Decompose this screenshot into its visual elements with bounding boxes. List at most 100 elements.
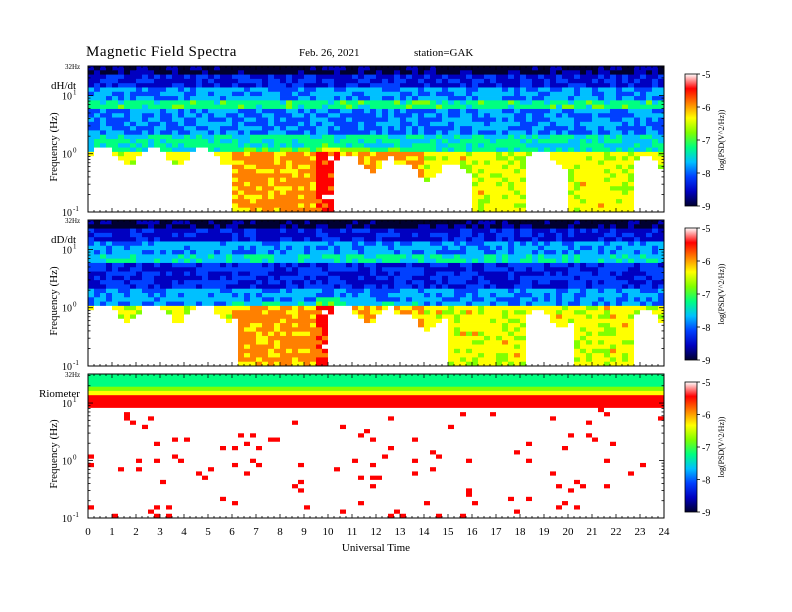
heatmap-cell <box>292 108 299 114</box>
heatmap-cell <box>646 66 653 71</box>
heatmap-cell <box>520 139 527 144</box>
heatmap-cell <box>124 199 131 204</box>
heatmap-cell <box>178 271 185 277</box>
heatmap-cell <box>646 108 653 114</box>
heatmap-cell <box>316 194 323 200</box>
heatmap-cell <box>580 100 587 106</box>
heatmap-cell <box>280 232 287 238</box>
heatmap-cell <box>148 91 155 97</box>
heatmap-cell <box>598 177 605 183</box>
heatmap-cell <box>130 70 137 75</box>
heatmap-cell <box>244 254 251 260</box>
heatmap-cell <box>220 96 227 101</box>
heatmap-cell <box>286 143 293 148</box>
heatmap-cell <box>646 113 653 118</box>
heatmap-cell <box>298 241 305 247</box>
heatmap-cell <box>316 297 323 302</box>
heatmap-cell <box>328 305 335 311</box>
heatmap-cell <box>214 194 221 200</box>
heatmap-cell <box>208 348 215 354</box>
heatmap-cell <box>310 100 317 106</box>
heatmap-cell <box>148 74 155 80</box>
heatmap-cell <box>226 353 233 358</box>
heatmap-cell <box>502 113 509 118</box>
heatmap-cell <box>484 151 491 157</box>
heatmap-cell <box>448 130 455 136</box>
heatmap-cell <box>124 113 131 118</box>
heatmap-cell <box>118 335 125 341</box>
heatmap-cell <box>184 314 191 320</box>
heatmap-cell <box>436 83 443 88</box>
heatmap-cell <box>244 100 251 106</box>
heatmap-cell <box>640 207 647 213</box>
heatmap-cell <box>412 74 419 80</box>
heatmap-cell <box>640 126 647 131</box>
heatmap-cell <box>274 327 281 333</box>
heatmap-cell <box>322 250 329 255</box>
heatmap-cell <box>340 250 347 255</box>
heatmap-cell <box>118 126 125 131</box>
heatmap-cell <box>622 83 629 88</box>
heatmap-cell <box>328 66 335 71</box>
heatmap-cell <box>430 91 437 97</box>
heatmap-cell <box>634 108 641 114</box>
heatmap-cell <box>370 207 377 213</box>
heatmap-cell <box>526 181 533 187</box>
heatmap-cell <box>160 245 167 251</box>
heatmap-cell <box>340 344 347 350</box>
heatmap-cell <box>466 100 473 106</box>
heatmap-cell <box>274 361 281 367</box>
heatmap-cell <box>106 190 113 196</box>
heatmap-cell <box>490 190 497 196</box>
heatmap-cell <box>388 104 395 110</box>
heatmap-cell <box>148 199 155 204</box>
heatmap-cell <box>244 262 251 268</box>
heatmap-cell <box>628 181 635 187</box>
heatmap-cell <box>100 284 107 290</box>
heatmap-cell <box>268 228 275 234</box>
heatmap-cell <box>448 147 455 153</box>
heatmap-cell <box>616 181 623 187</box>
heatmap-cell <box>262 340 269 345</box>
heatmap-cell <box>610 74 617 80</box>
heatmap-cell <box>376 186 383 191</box>
heatmap-cell <box>334 100 341 106</box>
heatmap-cell <box>406 70 413 75</box>
heatmap-cell <box>238 181 245 187</box>
heatmap-cell <box>202 262 209 268</box>
heatmap-cell <box>634 66 641 71</box>
heatmap-cell <box>304 117 311 123</box>
heatmap-cell <box>556 126 563 131</box>
heatmap-cell <box>616 139 623 144</box>
heatmap-cell <box>334 250 341 255</box>
colorbar-tick-label: -6 <box>702 103 710 114</box>
heatmap-cell <box>622 100 629 106</box>
heatmap-cell <box>394 113 401 118</box>
heatmap-cell <box>466 160 473 166</box>
heatmap-cell <box>538 83 545 88</box>
heatmap-cell <box>154 143 161 148</box>
heatmap-cell <box>484 147 491 153</box>
heatmap-cell <box>316 139 323 144</box>
heatmap-cell <box>346 241 353 247</box>
heatmap-cell <box>334 181 341 187</box>
heatmap-cell <box>166 130 173 136</box>
heatmap-cell <box>328 250 335 255</box>
heatmap-cell <box>148 220 155 225</box>
heatmap-cell <box>478 143 485 148</box>
heatmap-cell <box>418 143 425 148</box>
heatmap-cell <box>280 348 287 354</box>
heatmap-cell <box>190 83 197 88</box>
heatmap-cell <box>190 280 197 285</box>
heatmap-cell <box>262 288 269 294</box>
heatmap-cell <box>202 245 209 251</box>
heatmap-cell <box>580 160 587 166</box>
heatmap-cell <box>106 271 113 277</box>
heatmap-cell <box>412 96 419 101</box>
heatmap-cell <box>94 121 101 127</box>
heatmap-cell <box>556 78 563 84</box>
heatmap-cell <box>238 173 245 179</box>
heatmap-cell <box>592 190 599 196</box>
heatmap-cell <box>436 151 443 157</box>
heatmap-cell <box>184 241 191 247</box>
